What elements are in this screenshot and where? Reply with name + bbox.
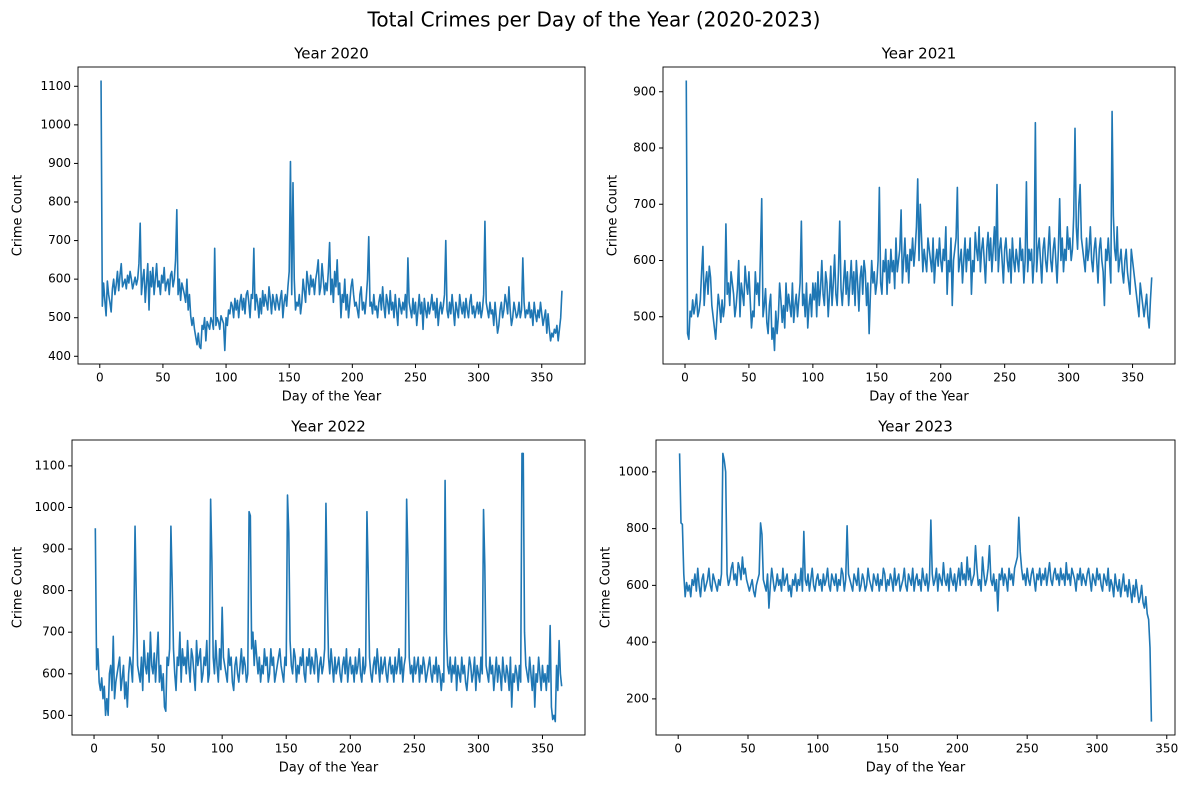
x-tick-label: 0 [674, 742, 682, 756]
x-tick-label: 250 [1016, 742, 1039, 756]
y-tick-label: 800 [42, 583, 65, 597]
x-tick-label: 50 [155, 371, 170, 385]
x-tick-label: 0 [96, 371, 104, 385]
y-axis-label: Crime Count [606, 175, 621, 256]
y-tick-label: 400 [626, 635, 649, 649]
x-tick-label: 350 [531, 742, 554, 756]
x-tick-label: 100 [801, 371, 824, 385]
y-axis-label: Crime Count [599, 547, 614, 628]
x-tick-label: 200 [929, 371, 952, 385]
y-tick-label: 700 [48, 233, 71, 247]
x-tick-label: 300 [467, 742, 490, 756]
y-tick-label: 1100 [34, 458, 65, 472]
y-tick-label: 500 [633, 309, 656, 323]
x-tick-label: 150 [278, 371, 301, 385]
x-axis-label: Day of the Year [282, 390, 382, 405]
x-tick-label: 250 [993, 371, 1016, 385]
data-line [94, 452, 563, 723]
y-tick-label: 800 [48, 195, 71, 209]
axes-frame [71, 439, 586, 736]
x-tick-label: 0 [90, 742, 98, 756]
x-tick-label: 150 [865, 371, 888, 385]
y-tick-label: 400 [48, 349, 71, 363]
y-tick-label: 500 [42, 708, 65, 722]
y-tick-label: 700 [633, 197, 656, 211]
y-tick-label: 500 [48, 310, 71, 324]
x-tick-label: 200 [341, 371, 364, 385]
y-tick-label: 900 [48, 156, 71, 170]
x-tick-label: 250 [404, 371, 427, 385]
axes-frame [662, 66, 1176, 365]
y-tick-label: 1000 [618, 464, 649, 478]
x-tick-label: 100 [806, 742, 829, 756]
x-tick-label: 0 [681, 371, 689, 385]
y-tick-label: 600 [48, 272, 71, 286]
figure-title: Total Crimes per Day of the Year (2020-2… [367, 8, 821, 32]
x-tick-label: 150 [275, 742, 298, 756]
x-tick-label: 350 [1155, 742, 1178, 756]
y-tick-label: 800 [633, 141, 656, 155]
axes-frame [77, 66, 586, 365]
x-tick-label: 100 [211, 742, 234, 756]
y-tick-label: 800 [626, 521, 649, 535]
x-tick-label: 300 [467, 371, 490, 385]
subplot-title: Year 2022 [290, 418, 366, 436]
x-tick-label: 200 [339, 742, 362, 756]
y-axis-label: Crime Count [11, 175, 26, 256]
axes-frame [655, 439, 1176, 736]
x-tick-label: 250 [403, 742, 426, 756]
x-tick-label: 50 [741, 371, 756, 385]
y-tick-label: 600 [633, 253, 656, 267]
x-tick-label: 300 [1086, 742, 1109, 756]
y-tick-label: 900 [42, 542, 65, 556]
x-tick-label: 350 [530, 371, 553, 385]
y-tick-label: 1000 [40, 117, 71, 131]
x-axis-label: Day of the Year [279, 761, 379, 776]
data-line [685, 80, 1153, 352]
subplot-title: Year 2023 [877, 418, 953, 436]
y-axis-label: Crime Count [11, 547, 26, 628]
x-tick-label: 200 [946, 742, 969, 756]
y-tick-label: 600 [42, 666, 65, 680]
y-tick-label: 1000 [34, 500, 65, 514]
y-tick-label: 200 [626, 691, 649, 705]
y-tick-label: 900 [633, 84, 656, 98]
x-tick-label: 150 [876, 742, 899, 756]
subplot-title: Year 2020 [293, 45, 369, 63]
x-tick-label: 100 [215, 371, 238, 385]
y-tick-label: 600 [626, 578, 649, 592]
data-line [100, 80, 563, 352]
x-tick-label: 350 [1121, 371, 1144, 385]
y-tick-label: 1100 [40, 79, 71, 93]
x-tick-label: 50 [150, 742, 165, 756]
data-line [678, 452, 1153, 722]
x-axis-label: Day of the Year [866, 761, 966, 776]
x-tick-label: 50 [740, 742, 755, 756]
subplot-title: Year 2021 [881, 45, 957, 63]
y-tick-label: 700 [42, 625, 65, 639]
x-tick-label: 300 [1057, 371, 1080, 385]
x-axis-label: Day of the Year [869, 390, 969, 405]
